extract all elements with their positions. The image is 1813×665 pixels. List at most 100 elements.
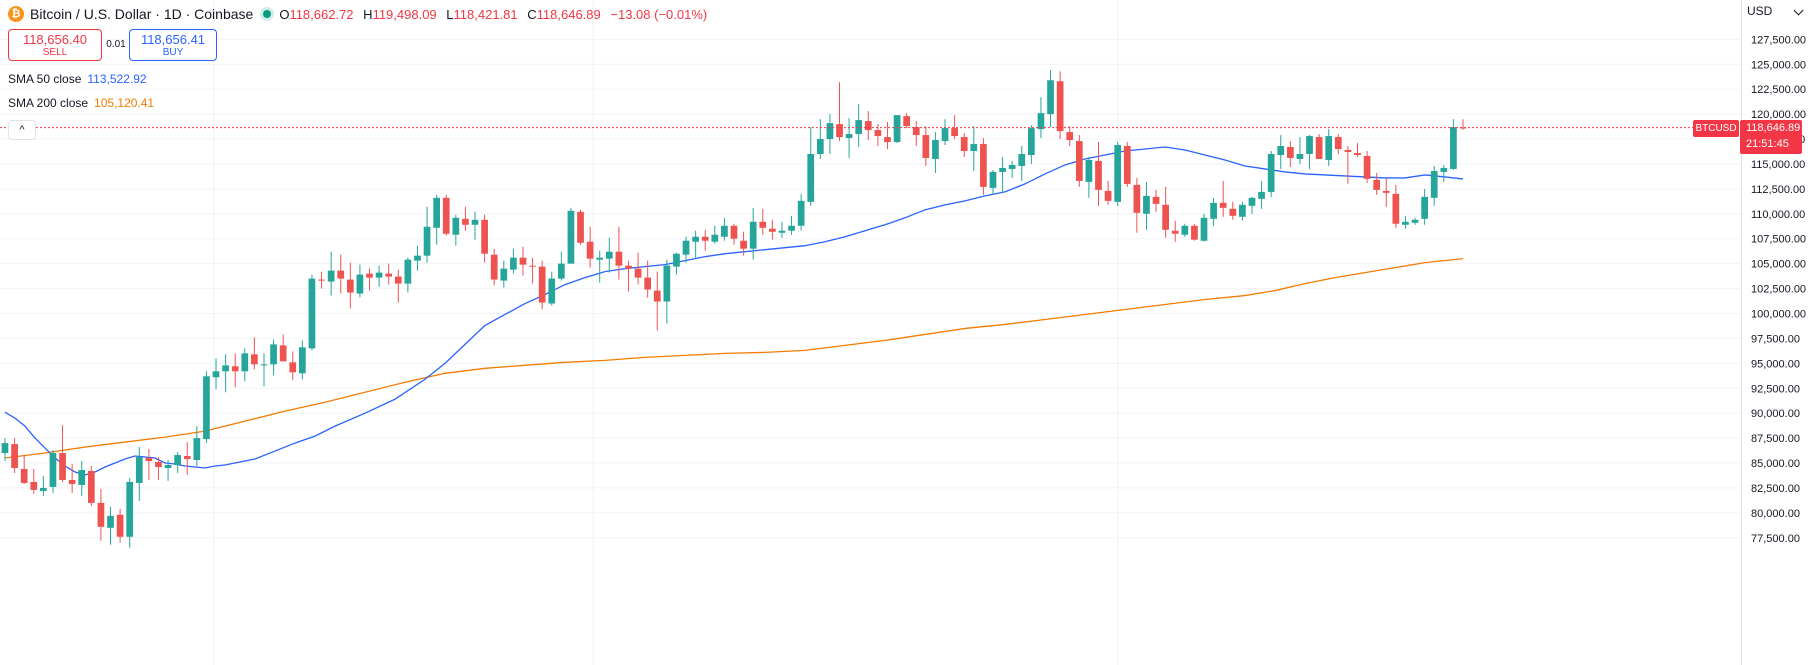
candle-body <box>1411 219 1419 223</box>
candle-body <box>30 481 38 490</box>
candle-body <box>366 273 373 278</box>
candle-body <box>1354 153 1361 155</box>
candle-body <box>1286 147 1294 158</box>
buy-price: 118,656.41 <box>140 31 206 47</box>
candle-body <box>1133 184 1141 213</box>
candle-body <box>135 457 143 483</box>
y-tick-label: 85,000.00 <box>1751 458 1800 470</box>
indicator-sma200-name: SMA 200 close <box>8 96 89 110</box>
candle-body <box>375 272 383 278</box>
candle-body <box>1382 190 1390 193</box>
candle-body <box>251 354 258 365</box>
candle-body <box>577 211 584 243</box>
candle-body <box>960 137 968 152</box>
candle-body <box>20 468 28 483</box>
candle-body <box>980 144 987 187</box>
candle-body <box>1440 167 1448 172</box>
candle-body <box>1459 127 1467 129</box>
sma200-line <box>4 258 1464 459</box>
candle-body <box>1219 202 1227 208</box>
low-label: L <box>446 6 454 22</box>
candle-body <box>241 353 249 372</box>
bitcoin-icon: ₿ <box>8 6 24 22</box>
candle-body <box>1248 197 1256 206</box>
open-value: 118,662.72 <box>289 6 354 22</box>
candle-body <box>1450 127 1457 169</box>
candle-body <box>548 278 556 304</box>
y-tick-label: 112,500.00 <box>1751 184 1805 196</box>
candle-body <box>797 200 805 226</box>
candle-body <box>318 279 325 281</box>
buy-label: BUY <box>162 46 184 58</box>
candle-body <box>510 257 517 270</box>
candle-body <box>1258 191 1265 199</box>
candle-body <box>816 139 824 155</box>
candle-body <box>1171 230 1179 234</box>
candle-body <box>692 236 699 242</box>
candle-body <box>567 210 575 264</box>
close-value: 118,646.89 <box>536 6 601 22</box>
candle-body <box>212 371 220 378</box>
candle-body <box>289 362 297 373</box>
candle-body <box>1152 196 1160 204</box>
y-tick-label: 125,000.00 <box>1751 59 1806 71</box>
candle-body <box>1047 80 1054 115</box>
indicator-sma50[interactable]: SMA 50 close 113,522.92 <box>8 72 147 86</box>
candle-body <box>1325 136 1333 160</box>
candle-body <box>1181 225 1189 235</box>
candle-body <box>1334 137 1342 150</box>
market-open-dot-icon <box>263 10 272 18</box>
candle-body <box>222 365 229 372</box>
candle-body <box>126 481 134 537</box>
currency-selector[interactable]: USD <box>1747 4 1772 18</box>
last-price-tag: BTCUSD 118,646.89 21:51:45 <box>1693 119 1813 154</box>
candle-body <box>97 502 105 527</box>
candle-body <box>414 255 421 261</box>
candle-body <box>596 257 604 260</box>
indicator-sma200[interactable]: SMA 200 close 105,120.41 <box>8 96 154 110</box>
candle-body <box>730 225 738 239</box>
buy-button[interactable]: 118,656.41 BUY <box>129 29 217 61</box>
candle-body <box>922 135 930 158</box>
candle-body <box>1306 136 1313 155</box>
sell-button[interactable]: 118,656.40 SELL <box>8 29 102 61</box>
candle-body <box>721 225 728 237</box>
sma200-layer <box>4 258 1464 459</box>
candle-body <box>1344 150 1352 153</box>
price-axis: 77,500.00 80,000.00 82,500.00 85,000.00 87,5… <box>1751 34 1806 544</box>
spread-value: 0.01 <box>106 39 126 50</box>
symbol-title[interactable]: Bitcoin / U.S. Dollar · 1D · Coinbase <box>30 6 254 22</box>
candle-body <box>279 345 287 362</box>
candle-body <box>40 487 47 491</box>
candle-body <box>1 443 9 454</box>
candle-body <box>1027 128 1035 155</box>
candle-body <box>529 265 536 267</box>
y-tick-label: 127,500.00 <box>1751 34 1806 46</box>
candle-body <box>1123 146 1131 184</box>
candle-body <box>59 453 66 480</box>
candle-body <box>385 273 393 277</box>
ohlc-readout: O118,662.72 H119,498.09 L118,421.81 C118… <box>279 7 707 22</box>
candle-body <box>932 140 939 159</box>
candle-body <box>759 221 767 228</box>
candle-body <box>826 123 834 140</box>
high-label: H <box>363 6 373 22</box>
candle-body <box>634 268 642 278</box>
y-tick-label: 82,500.00 <box>1751 483 1800 495</box>
sma50-layer <box>4 146 1464 476</box>
candle-body <box>538 266 546 303</box>
candle-body <box>423 226 431 256</box>
y-tick-label: 115,000.00 <box>1751 159 1805 171</box>
candle-body <box>452 217 460 235</box>
candle-body <box>203 376 210 440</box>
candle-body <box>1315 137 1323 159</box>
price-tag-price: 118,646.89 <box>1746 121 1801 134</box>
close-label: C <box>527 6 537 22</box>
collapse-indicators-button[interactable]: ^ <box>8 120 36 140</box>
candle-body <box>1104 190 1112 201</box>
candle-body <box>1114 145 1122 202</box>
candle-body <box>673 253 680 267</box>
y-tick-label: 80,000.00 <box>1751 508 1800 520</box>
candle-body <box>740 240 747 249</box>
